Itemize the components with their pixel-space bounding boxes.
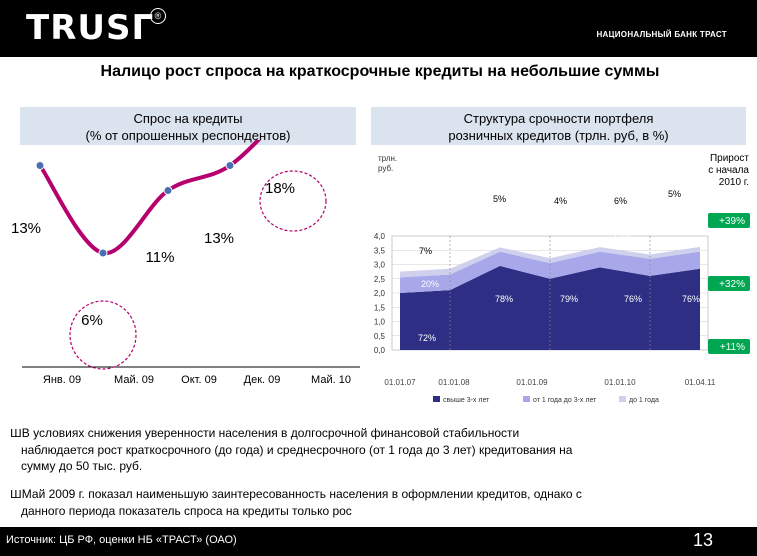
trust-logo: TRUSГ: [26, 8, 155, 48]
area-percent-label: 76%: [624, 294, 642, 304]
area-series-3: [400, 246, 700, 278]
area-percent-label: 7%: [419, 246, 432, 256]
area-percent-label: 76%: [682, 294, 700, 304]
x-tick-label: 01.01.08: [438, 378, 470, 387]
y-tick-label: 2,5: [374, 275, 386, 284]
area-percent-label: 5%: [668, 189, 681, 199]
x-tick-label: Окт. 09: [181, 374, 217, 386]
footer-bar: Источник: ЦБ РФ, оценки НБ «ТРАСТ» (ОАО)…: [0, 527, 757, 556]
x-tick-label: 01.01.09: [516, 378, 548, 387]
slide-title: Налицо рост спроса на краткосрочные кред…: [100, 63, 660, 80]
y-tick-label: 3,5: [374, 246, 386, 255]
x-tick-label: Янв. 09: [43, 374, 81, 386]
legend-label: от 1 года до 3-х лет: [533, 397, 597, 404]
area-percent-label: 19%: [613, 230, 631, 240]
line-point-marker: [35, 161, 45, 170]
area-percent-label: 16%: [495, 236, 513, 246]
y-tick-label: 0,0: [374, 346, 386, 355]
left-panel-header: Спрос на кредиты (% от опрошенных респон…: [20, 107, 356, 145]
line-point-label: 13%: [204, 230, 234, 247]
area-percent-label: 78%: [495, 294, 513, 304]
right-panel-title: Структура срочности портфеля: [463, 111, 654, 126]
bullet-1-line3: сумму до 50 тыс. руб.: [21, 459, 143, 473]
page-number: 13: [692, 530, 713, 550]
bullet-marker: Ш: [10, 427, 22, 440]
x-tick-label: Май. 10: [311, 374, 351, 386]
y-tick-label: 4,0: [374, 232, 386, 241]
growth-label: +11%: [720, 342, 745, 353]
line-point-label: 6%: [81, 312, 103, 329]
bullet-1-line1: В условиях снижения уверенности населени…: [21, 426, 520, 440]
source-note: Источник: ЦБ РФ, оценки НБ «ТРАСТ» (ОАО): [6, 534, 237, 546]
left-panel-subtitle: (% от опрошенных респондентов): [85, 128, 291, 143]
right-panel-subtitle: розничных кредитов (трлн. руб, в %): [448, 128, 669, 143]
legend-swatch: [619, 396, 626, 402]
x-tick-label: Май. 09: [114, 374, 154, 386]
charts-area: 13% 6% 11% 13% 18% Янв. 09 Май. 09 Окт. 09 Дек. …: [11, 140, 750, 404]
bullet-2-line2: данного периода показатель спроса на кре…: [21, 504, 352, 518]
legend-label: до 1 года: [629, 397, 659, 404]
x-tick-label: Дек. 09: [244, 374, 281, 386]
area-percent-label: 4%: [554, 196, 567, 206]
highlight-min-circle: [69, 300, 137, 370]
y-tick-label: 3,0: [374, 261, 386, 270]
growth-title-line3: 2010 г.: [719, 177, 749, 188]
bullet-2-line1: Май 2009 г. показал наименьшую заинтерес…: [21, 487, 582, 501]
line-point-label: 13%: [11, 220, 41, 237]
highlight-max-circle: [259, 170, 327, 232]
area-series-1: [400, 265, 700, 350]
bullet-1-line2: наблюдается рост краткосрочного (до года…: [21, 443, 573, 457]
registered-icon: ®: [150, 8, 166, 24]
area-percent-label: 6%: [614, 196, 627, 206]
growth-label: +32%: [719, 279, 745, 290]
growth-badge: [708, 339, 750, 354]
area-percent-label: 19%: [669, 227, 687, 237]
line-point-marker: [98, 248, 108, 258]
growth-badge: [708, 276, 750, 291]
line-point-marker: [163, 186, 173, 195]
y-tick-label: 0,5: [374, 332, 386, 341]
area-percent-label: 72%: [418, 333, 436, 343]
y-tick-label: 1,5: [374, 303, 386, 312]
legend-label: свыше 3-х лет: [443, 397, 490, 404]
bullet-1: ШВ условиях снижения уверенности населен…: [10, 425, 745, 474]
growth-label: +39%: [719, 216, 745, 227]
bank-name: НАЦИОНАЛЬНЫЙ БАНК ТРАСТ: [596, 30, 727, 39]
x-tick-label: 01.01.07: [384, 378, 416, 387]
line-point-marker: [225, 161, 235, 170]
top-bar: TRUSГ ® НАЦИОНАЛЬНЫЙ БАНК ТРАСТ: [0, 0, 757, 57]
x-tick-label: 01.01.10: [604, 378, 636, 387]
area-percent-label: 5%: [493, 194, 506, 204]
bullet-marker: Ш: [10, 488, 22, 501]
demand-line: [38, 140, 262, 256]
line-point-label: 11%: [146, 249, 175, 266]
y-tick-label: 1,0: [374, 318, 386, 327]
growth-title-line2: с начала: [708, 165, 749, 176]
line-point-label: 18%: [265, 180, 295, 197]
y-unit-label: трлн.: [378, 154, 397, 163]
area-percent-label: 16%: [557, 227, 575, 237]
growth-badge: [708, 213, 750, 228]
y-tick-label: 2,0: [374, 289, 386, 298]
bullet-2: ШМай 2009 г. показал наименьшую заинтере…: [10, 486, 745, 519]
area-percent-label: 79%: [560, 294, 578, 304]
left-panel-title: Спрос на кредиты: [133, 111, 243, 126]
growth-title-line1: Прирост: [710, 153, 749, 164]
right-panel-header: Структура срочности портфеля розничных к…: [371, 107, 746, 145]
area-percent-label: 20%: [421, 279, 439, 289]
y-unit-label: руб.: [378, 164, 393, 173]
x-tick-label: 01.04.11: [685, 378, 716, 387]
legend-swatch: [523, 396, 530, 402]
legend-swatch: [433, 396, 440, 402]
